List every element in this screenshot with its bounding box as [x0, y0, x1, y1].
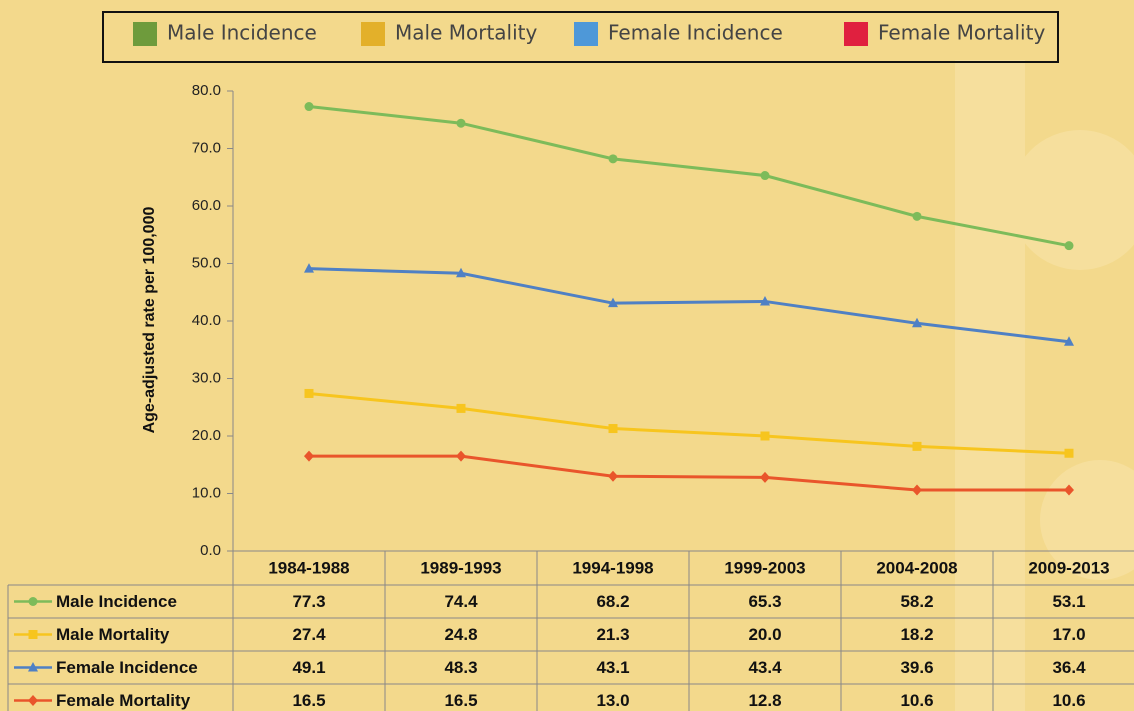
legend-label: Female Mortality — [878, 21, 1045, 45]
table-cell: 36.4 — [1052, 658, 1086, 677]
page: {"chart_data": {"type": "line", "y_label… — [0, 0, 1134, 711]
table-cell: 21.3 — [596, 625, 629, 644]
y-tick-label: 80.0 — [192, 82, 221, 99]
marker — [760, 472, 770, 483]
marker — [609, 154, 618, 163]
y-tick-label: 70.0 — [192, 139, 221, 156]
marker — [761, 432, 770, 441]
table-cell: 16.5 — [292, 691, 325, 710]
y-tick-label: 30.0 — [192, 369, 221, 386]
table-cell: 16.5 — [444, 691, 477, 710]
x-tick-label: 1999-2003 — [724, 558, 805, 577]
marker — [609, 424, 618, 433]
legend-label: Male Mortality — [395, 21, 537, 45]
x-tick-label: 1994-1998 — [572, 558, 653, 577]
table-cell: 24.8 — [444, 625, 477, 644]
table-cell: 53.1 — [1052, 592, 1085, 611]
x-tick-label: 2004-2008 — [876, 558, 957, 577]
y-axis-title: Age-adjusted rate per 100,000 — [141, 207, 158, 434]
table-cell: 10.6 — [1052, 691, 1085, 710]
marker — [28, 695, 38, 706]
table-row-label: Male Mortality — [56, 625, 170, 644]
table-cell: 68.2 — [596, 592, 629, 611]
table-cell: 77.3 — [292, 592, 325, 611]
marker — [913, 442, 922, 451]
table-cell: 17.0 — [1052, 625, 1085, 644]
background-pattern — [955, 60, 1134, 711]
table-row-label: Female Incidence — [56, 658, 198, 677]
table-cell: 48.3 — [444, 658, 477, 677]
x-tick-label: 1989-1993 — [420, 558, 501, 577]
y-tick-label: 20.0 — [192, 427, 221, 444]
table-row-label: Male Incidence — [56, 592, 177, 611]
table-cell: 10.6 — [900, 691, 933, 710]
table-cell: 39.6 — [900, 658, 933, 677]
y-tick-label: 10.0 — [192, 484, 221, 501]
legend-swatch — [133, 22, 157, 46]
table-cell: 49.1 — [292, 658, 325, 677]
table-cell: 12.8 — [748, 691, 781, 710]
chart: Age-adjusted rate per 100,000 0.0 10.0 20.… — [0, 0, 1134, 711]
marker — [456, 451, 466, 462]
table-cell: 43.1 — [596, 658, 629, 677]
x-tick-label: 1984-1988 — [268, 558, 349, 577]
marker — [1065, 241, 1074, 250]
marker — [913, 212, 922, 221]
marker — [1065, 449, 1074, 458]
y-tick-label: 0.0 — [200, 542, 221, 559]
table-cell: 43.4 — [748, 658, 782, 677]
legend-swatch — [574, 22, 598, 46]
table-cell: 20.0 — [748, 625, 781, 644]
marker — [29, 630, 38, 639]
marker — [305, 102, 314, 111]
marker — [304, 451, 314, 462]
table-cell: 18.2 — [900, 625, 933, 644]
marker — [29, 597, 38, 606]
marker — [608, 471, 618, 482]
marker — [457, 404, 466, 413]
y-tick-label: 40.0 — [192, 312, 221, 329]
legend-swatch — [844, 22, 868, 46]
table-cell: 74.4 — [444, 592, 478, 611]
y-tick-label: 50.0 — [192, 254, 221, 271]
legend-label: Female Incidence — [608, 21, 783, 45]
table-cell: 58.2 — [900, 592, 933, 611]
x-tick-label: 2009-2013 — [1028, 558, 1109, 577]
table-cell: 65.3 — [748, 592, 781, 611]
y-tick-label: 60.0 — [192, 197, 221, 214]
table-cell: 27.4 — [292, 625, 326, 644]
marker — [761, 171, 770, 180]
table-row-label: Female Mortality — [56, 691, 191, 710]
marker — [305, 389, 314, 398]
table-cell: 13.0 — [596, 691, 629, 710]
legend-swatch — [361, 22, 385, 46]
legend-label: Male Incidence — [167, 21, 317, 45]
marker — [912, 485, 922, 496]
marker — [457, 119, 466, 128]
